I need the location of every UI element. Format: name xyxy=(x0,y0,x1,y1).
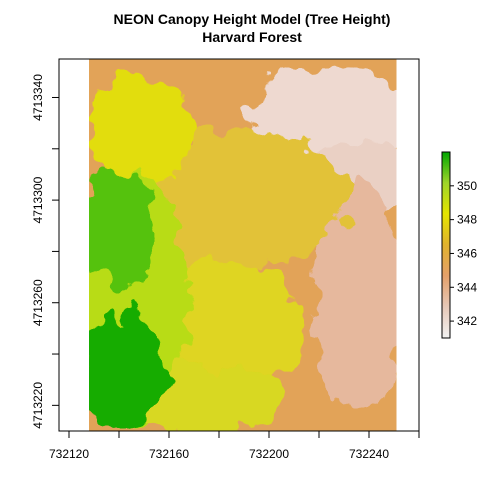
legend-tick-label: 344 xyxy=(457,280,477,294)
raster-image xyxy=(89,59,397,431)
raster-patch-yellow-sw xyxy=(140,365,280,431)
legend-tick-label: 348 xyxy=(457,213,477,227)
raster-patch-green-sw xyxy=(89,310,165,430)
y-axis: 4713220 4713260 4713300 4713340 xyxy=(31,74,60,429)
legend-tick-label: 350 xyxy=(457,179,477,193)
x-tick-label: 732120 xyxy=(49,447,89,461)
x-axis: 732120 732160 732200 732240 xyxy=(49,430,420,461)
legend-colorbar xyxy=(441,151,451,339)
y-tick-label: 4713260 xyxy=(31,279,45,326)
raster-patch-pink-se xyxy=(315,185,397,415)
x-tick-label: 732200 xyxy=(249,447,289,461)
legend-ticks: 342 344 346 348 350 xyxy=(450,179,477,328)
y-tick-label: 4713340 xyxy=(31,74,45,121)
y-tick-label: 4713300 xyxy=(31,176,45,223)
raster-texture xyxy=(89,65,397,431)
legend-tick-label: 346 xyxy=(457,246,477,260)
raster-patch-yellow-nw xyxy=(90,75,190,185)
y-tick-label: 4713220 xyxy=(31,382,45,429)
raster-patch-green-w xyxy=(89,170,160,290)
legend-tick-label: 342 xyxy=(457,314,477,328)
color-legend: 342 344 346 348 350 xyxy=(441,151,477,339)
x-tick-label: 732240 xyxy=(349,447,389,461)
chart-subtitle: Harvard Forest xyxy=(202,29,302,45)
chart-title: NEON Canopy Height Model (Tree Height) xyxy=(113,11,391,27)
x-tick-label: 732160 xyxy=(149,447,189,461)
